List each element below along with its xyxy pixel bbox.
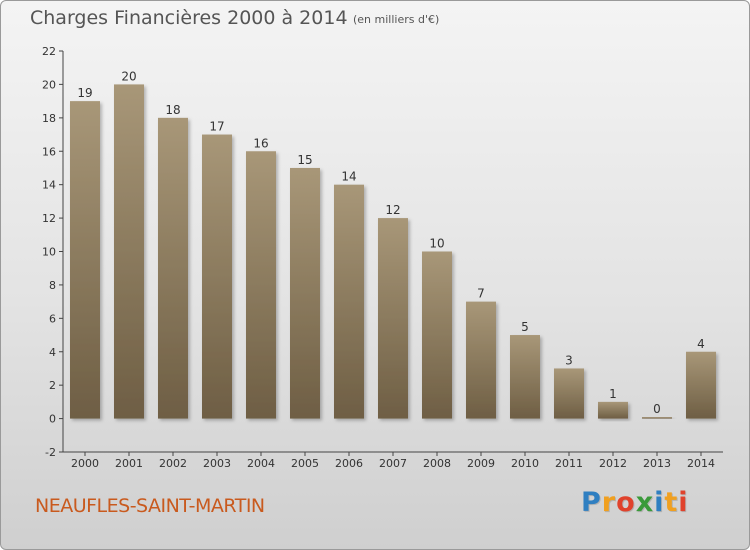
y-tick-label: 16 (42, 145, 56, 158)
x-tick-label: 2009 (467, 457, 495, 470)
y-tick-label: 2 (49, 379, 56, 392)
x-tick-label: 2013 (643, 457, 671, 470)
y-tick-label: 4 (49, 346, 56, 359)
y-tick-label: 22 (42, 45, 56, 58)
data-label: 7 (477, 287, 485, 301)
logo-letter: i (678, 487, 689, 518)
commune-name: NEAUFLES-SAINT-MARTIN (35, 495, 265, 517)
y-tick-label: -2 (45, 446, 56, 459)
chart-title: Charges Financières 2000 à 2014 (30, 7, 348, 29)
data-label: 1 (609, 387, 617, 401)
x-tick-label: 2010 (511, 457, 539, 470)
data-label: 12 (385, 203, 400, 217)
data-label: 19 (77, 86, 92, 100)
data-label: 17 (209, 120, 224, 134)
chart-labels: 1920002020011820021720031620041520051420… (71, 69, 715, 470)
bar (686, 351, 716, 419)
bar (642, 417, 672, 419)
bar (158, 117, 188, 419)
x-tick-label: 2005 (291, 457, 319, 470)
data-label: 10 (429, 237, 444, 251)
y-tick-label: 20 (42, 78, 56, 91)
x-tick-label: 2002 (159, 457, 187, 470)
bar (290, 167, 320, 419)
bar (598, 401, 628, 419)
bar (114, 84, 144, 419)
data-label: 0 (653, 402, 661, 416)
bar (334, 184, 364, 419)
data-label: 16 (253, 136, 268, 150)
data-label: 4 (697, 337, 705, 351)
data-label: 14 (341, 170, 356, 184)
chart-subtitle: (en milliers d'€) (353, 13, 440, 26)
bar (554, 368, 584, 419)
y-tick-label: 0 (49, 413, 56, 426)
data-label: 15 (297, 153, 312, 167)
logo-letter: P (581, 487, 602, 518)
bar (378, 218, 408, 419)
x-tick-label: 2007 (379, 457, 407, 470)
data-label: 3 (565, 353, 573, 367)
data-label: 18 (165, 103, 180, 117)
logo-letter: t (664, 487, 679, 518)
chart-bars (70, 84, 716, 419)
x-tick-label: 2000 (71, 457, 99, 470)
logo-letter: o (616, 487, 636, 518)
data-label: 20 (121, 69, 136, 83)
x-tick-label: 2011 (555, 457, 583, 470)
y-tick-label: 14 (42, 179, 56, 192)
bar (202, 134, 232, 419)
x-tick-label: 2006 (335, 457, 363, 470)
x-tick-label: 2012 (599, 457, 627, 470)
y-tick-label: 10 (42, 246, 56, 259)
bar (510, 335, 540, 419)
data-label: 5 (521, 320, 529, 334)
logo-letter: r (601, 487, 617, 518)
proxiti-logo[interactable]: Proxiti (581, 487, 689, 518)
x-tick-label: 2014 (687, 457, 715, 470)
x-tick-label: 2001 (115, 457, 143, 470)
x-tick-label: 2004 (247, 457, 275, 470)
x-tick-label: 2008 (423, 457, 451, 470)
logo-letter: i (654, 487, 665, 518)
bar (422, 251, 452, 419)
y-tick-label: 6 (49, 312, 56, 325)
y-tick-label: 8 (49, 279, 56, 292)
y-tick-label: 12 (42, 212, 56, 225)
bar (466, 301, 496, 419)
y-tick-label: 18 (42, 112, 56, 125)
bar (70, 101, 100, 419)
bar (246, 151, 276, 419)
x-tick-label: 2003 (203, 457, 231, 470)
logo-letter: x (635, 487, 655, 518)
